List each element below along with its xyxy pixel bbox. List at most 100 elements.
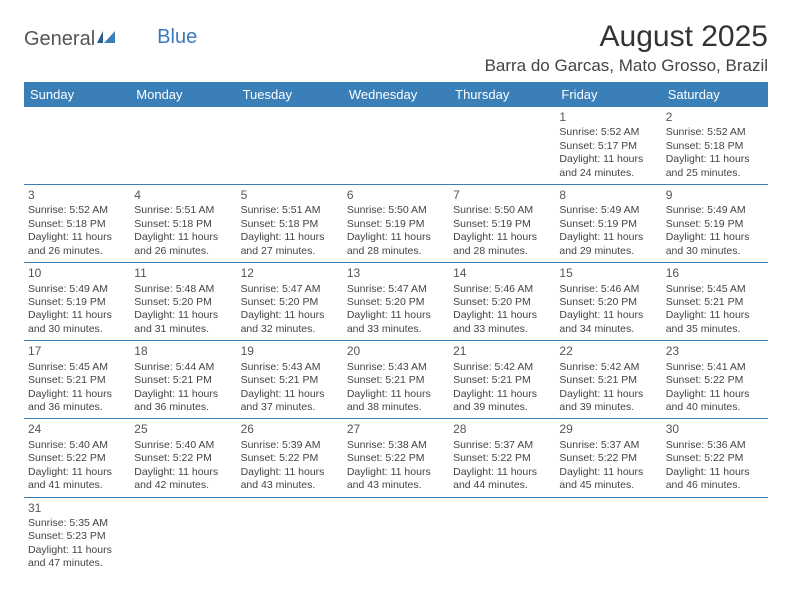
- sunset-line: Sunset: 5:22 PM: [666, 374, 764, 387]
- day-number: 31: [28, 501, 126, 516]
- title-block: August 2025 Barra do Garcas, Mato Grosso…: [485, 20, 768, 76]
- daylight-line-1: Daylight: 11 hours: [28, 309, 126, 322]
- daylight-line-1: Daylight: 11 hours: [347, 309, 445, 322]
- daylight-line-2: and 43 minutes.: [347, 479, 445, 492]
- daylight-line-1: Daylight: 11 hours: [134, 231, 232, 244]
- daylight-line-2: and 34 minutes.: [559, 323, 657, 336]
- daylight-line-2: and 28 minutes.: [347, 245, 445, 258]
- day-header-saturday: Saturday: [662, 82, 768, 107]
- daylight-line-2: and 39 minutes.: [453, 401, 551, 414]
- calendar-cell: 30Sunrise: 5:36 AMSunset: 5:22 PMDayligh…: [662, 419, 768, 496]
- day-number: 19: [241, 344, 339, 359]
- calendar-cell: 10Sunrise: 5:49 AMSunset: 5:19 PMDayligh…: [24, 263, 130, 340]
- calendar-cell: 26Sunrise: 5:39 AMSunset: 5:22 PMDayligh…: [237, 419, 343, 496]
- daylight-line-1: Daylight: 11 hours: [559, 309, 657, 322]
- sunrise-line: Sunrise: 5:51 AM: [241, 204, 339, 217]
- day-number: 5: [241, 188, 339, 203]
- sunset-line: Sunset: 5:21 PM: [134, 374, 232, 387]
- calendar-cell: [130, 107, 236, 184]
- sunset-line: Sunset: 5:22 PM: [241, 452, 339, 465]
- daylight-line-1: Daylight: 11 hours: [666, 466, 764, 479]
- calendar-cell: 17Sunrise: 5:45 AMSunset: 5:21 PMDayligh…: [24, 341, 130, 418]
- calendar-cell: 25Sunrise: 5:40 AMSunset: 5:22 PMDayligh…: [130, 419, 236, 496]
- sunrise-line: Sunrise: 5:46 AM: [453, 283, 551, 296]
- daylight-line-2: and 43 minutes.: [241, 479, 339, 492]
- sunrise-line: Sunrise: 5:37 AM: [453, 439, 551, 452]
- day-header-sunday: Sunday: [24, 82, 130, 107]
- sunset-line: Sunset: 5:20 PM: [559, 296, 657, 309]
- calendar-cell: 29Sunrise: 5:37 AMSunset: 5:22 PMDayligh…: [555, 419, 661, 496]
- calendar-cell: 23Sunrise: 5:41 AMSunset: 5:22 PMDayligh…: [662, 341, 768, 418]
- day-number: 6: [347, 188, 445, 203]
- daylight-line-2: and 26 minutes.: [28, 245, 126, 258]
- sunrise-line: Sunrise: 5:47 AM: [347, 283, 445, 296]
- logo-text-general: General: [24, 28, 95, 51]
- calendar-week-row: 17Sunrise: 5:45 AMSunset: 5:21 PMDayligh…: [24, 341, 768, 419]
- sunrise-line: Sunrise: 5:47 AM: [241, 283, 339, 296]
- daylight-line-1: Daylight: 11 hours: [453, 231, 551, 244]
- calendar-cell: 12Sunrise: 5:47 AMSunset: 5:20 PMDayligh…: [237, 263, 343, 340]
- calendar-cell: [449, 498, 555, 575]
- sunset-line: Sunset: 5:18 PM: [241, 218, 339, 231]
- daylight-line-1: Daylight: 11 hours: [241, 466, 339, 479]
- day-header-tuesday: Tuesday: [237, 82, 343, 107]
- sunrise-line: Sunrise: 5:40 AM: [134, 439, 232, 452]
- day-header-friday: Friday: [555, 82, 661, 107]
- calendar-week-row: 10Sunrise: 5:49 AMSunset: 5:19 PMDayligh…: [24, 263, 768, 341]
- page-header: General Blue August 2025 Barra do Garcas…: [24, 20, 768, 76]
- day-number: 13: [347, 266, 445, 281]
- daylight-line-2: and 26 minutes.: [134, 245, 232, 258]
- daylight-line-2: and 28 minutes.: [453, 245, 551, 258]
- calendar-cell: 7Sunrise: 5:50 AMSunset: 5:19 PMDaylight…: [449, 185, 555, 262]
- sunset-line: Sunset: 5:20 PM: [347, 296, 445, 309]
- daylight-line-1: Daylight: 11 hours: [28, 466, 126, 479]
- daylight-line-2: and 46 minutes.: [666, 479, 764, 492]
- day-header-wednesday: Wednesday: [343, 82, 449, 107]
- sunrise-line: Sunrise: 5:48 AM: [134, 283, 232, 296]
- daylight-line-2: and 29 minutes.: [559, 245, 657, 258]
- day-number: 10: [28, 266, 126, 281]
- sunset-line: Sunset: 5:22 PM: [666, 452, 764, 465]
- sunset-line: Sunset: 5:19 PM: [28, 296, 126, 309]
- sunset-line: Sunset: 5:20 PM: [134, 296, 232, 309]
- day-number: 26: [241, 422, 339, 437]
- daylight-line-2: and 44 minutes.: [453, 479, 551, 492]
- sunrise-line: Sunrise: 5:50 AM: [347, 204, 445, 217]
- day-number: 20: [347, 344, 445, 359]
- sunset-line: Sunset: 5:21 PM: [347, 374, 445, 387]
- day-number: 8: [559, 188, 657, 203]
- flag-icon: [97, 28, 119, 51]
- calendar-cell: 3Sunrise: 5:52 AMSunset: 5:18 PMDaylight…: [24, 185, 130, 262]
- location-text: Barra do Garcas, Mato Grosso, Brazil: [485, 56, 768, 76]
- calendar-cell: 22Sunrise: 5:42 AMSunset: 5:21 PMDayligh…: [555, 341, 661, 418]
- day-number: 30: [666, 422, 764, 437]
- day-number: 29: [559, 422, 657, 437]
- sunset-line: Sunset: 5:19 PM: [666, 218, 764, 231]
- day-number: 24: [28, 422, 126, 437]
- daylight-line-1: Daylight: 11 hours: [28, 231, 126, 244]
- calendar: Sunday Monday Tuesday Wednesday Thursday…: [24, 82, 768, 575]
- daylight-line-1: Daylight: 11 hours: [666, 153, 764, 166]
- sunrise-line: Sunrise: 5:43 AM: [241, 361, 339, 374]
- sunrise-line: Sunrise: 5:40 AM: [28, 439, 126, 452]
- daylight-line-2: and 24 minutes.: [559, 167, 657, 180]
- calendar-cell: [24, 107, 130, 184]
- daylight-line-1: Daylight: 11 hours: [453, 309, 551, 322]
- sunset-line: Sunset: 5:21 PM: [28, 374, 126, 387]
- daylight-line-2: and 31 minutes.: [134, 323, 232, 336]
- daylight-line-2: and 38 minutes.: [347, 401, 445, 414]
- daylight-line-1: Daylight: 11 hours: [241, 309, 339, 322]
- sunset-line: Sunset: 5:18 PM: [28, 218, 126, 231]
- calendar-day-header: Sunday Monday Tuesday Wednesday Thursday…: [24, 82, 768, 107]
- daylight-line-1: Daylight: 11 hours: [347, 388, 445, 401]
- daylight-line-1: Daylight: 11 hours: [241, 388, 339, 401]
- calendar-cell: 14Sunrise: 5:46 AMSunset: 5:20 PMDayligh…: [449, 263, 555, 340]
- day-number: 22: [559, 344, 657, 359]
- day-number: 12: [241, 266, 339, 281]
- daylight-line-2: and 27 minutes.: [241, 245, 339, 258]
- sunrise-line: Sunrise: 5:46 AM: [559, 283, 657, 296]
- day-number: 28: [453, 422, 551, 437]
- calendar-week-row: 31Sunrise: 5:35 AMSunset: 5:23 PMDayligh…: [24, 498, 768, 575]
- sunset-line: Sunset: 5:18 PM: [134, 218, 232, 231]
- day-number: 11: [134, 266, 232, 281]
